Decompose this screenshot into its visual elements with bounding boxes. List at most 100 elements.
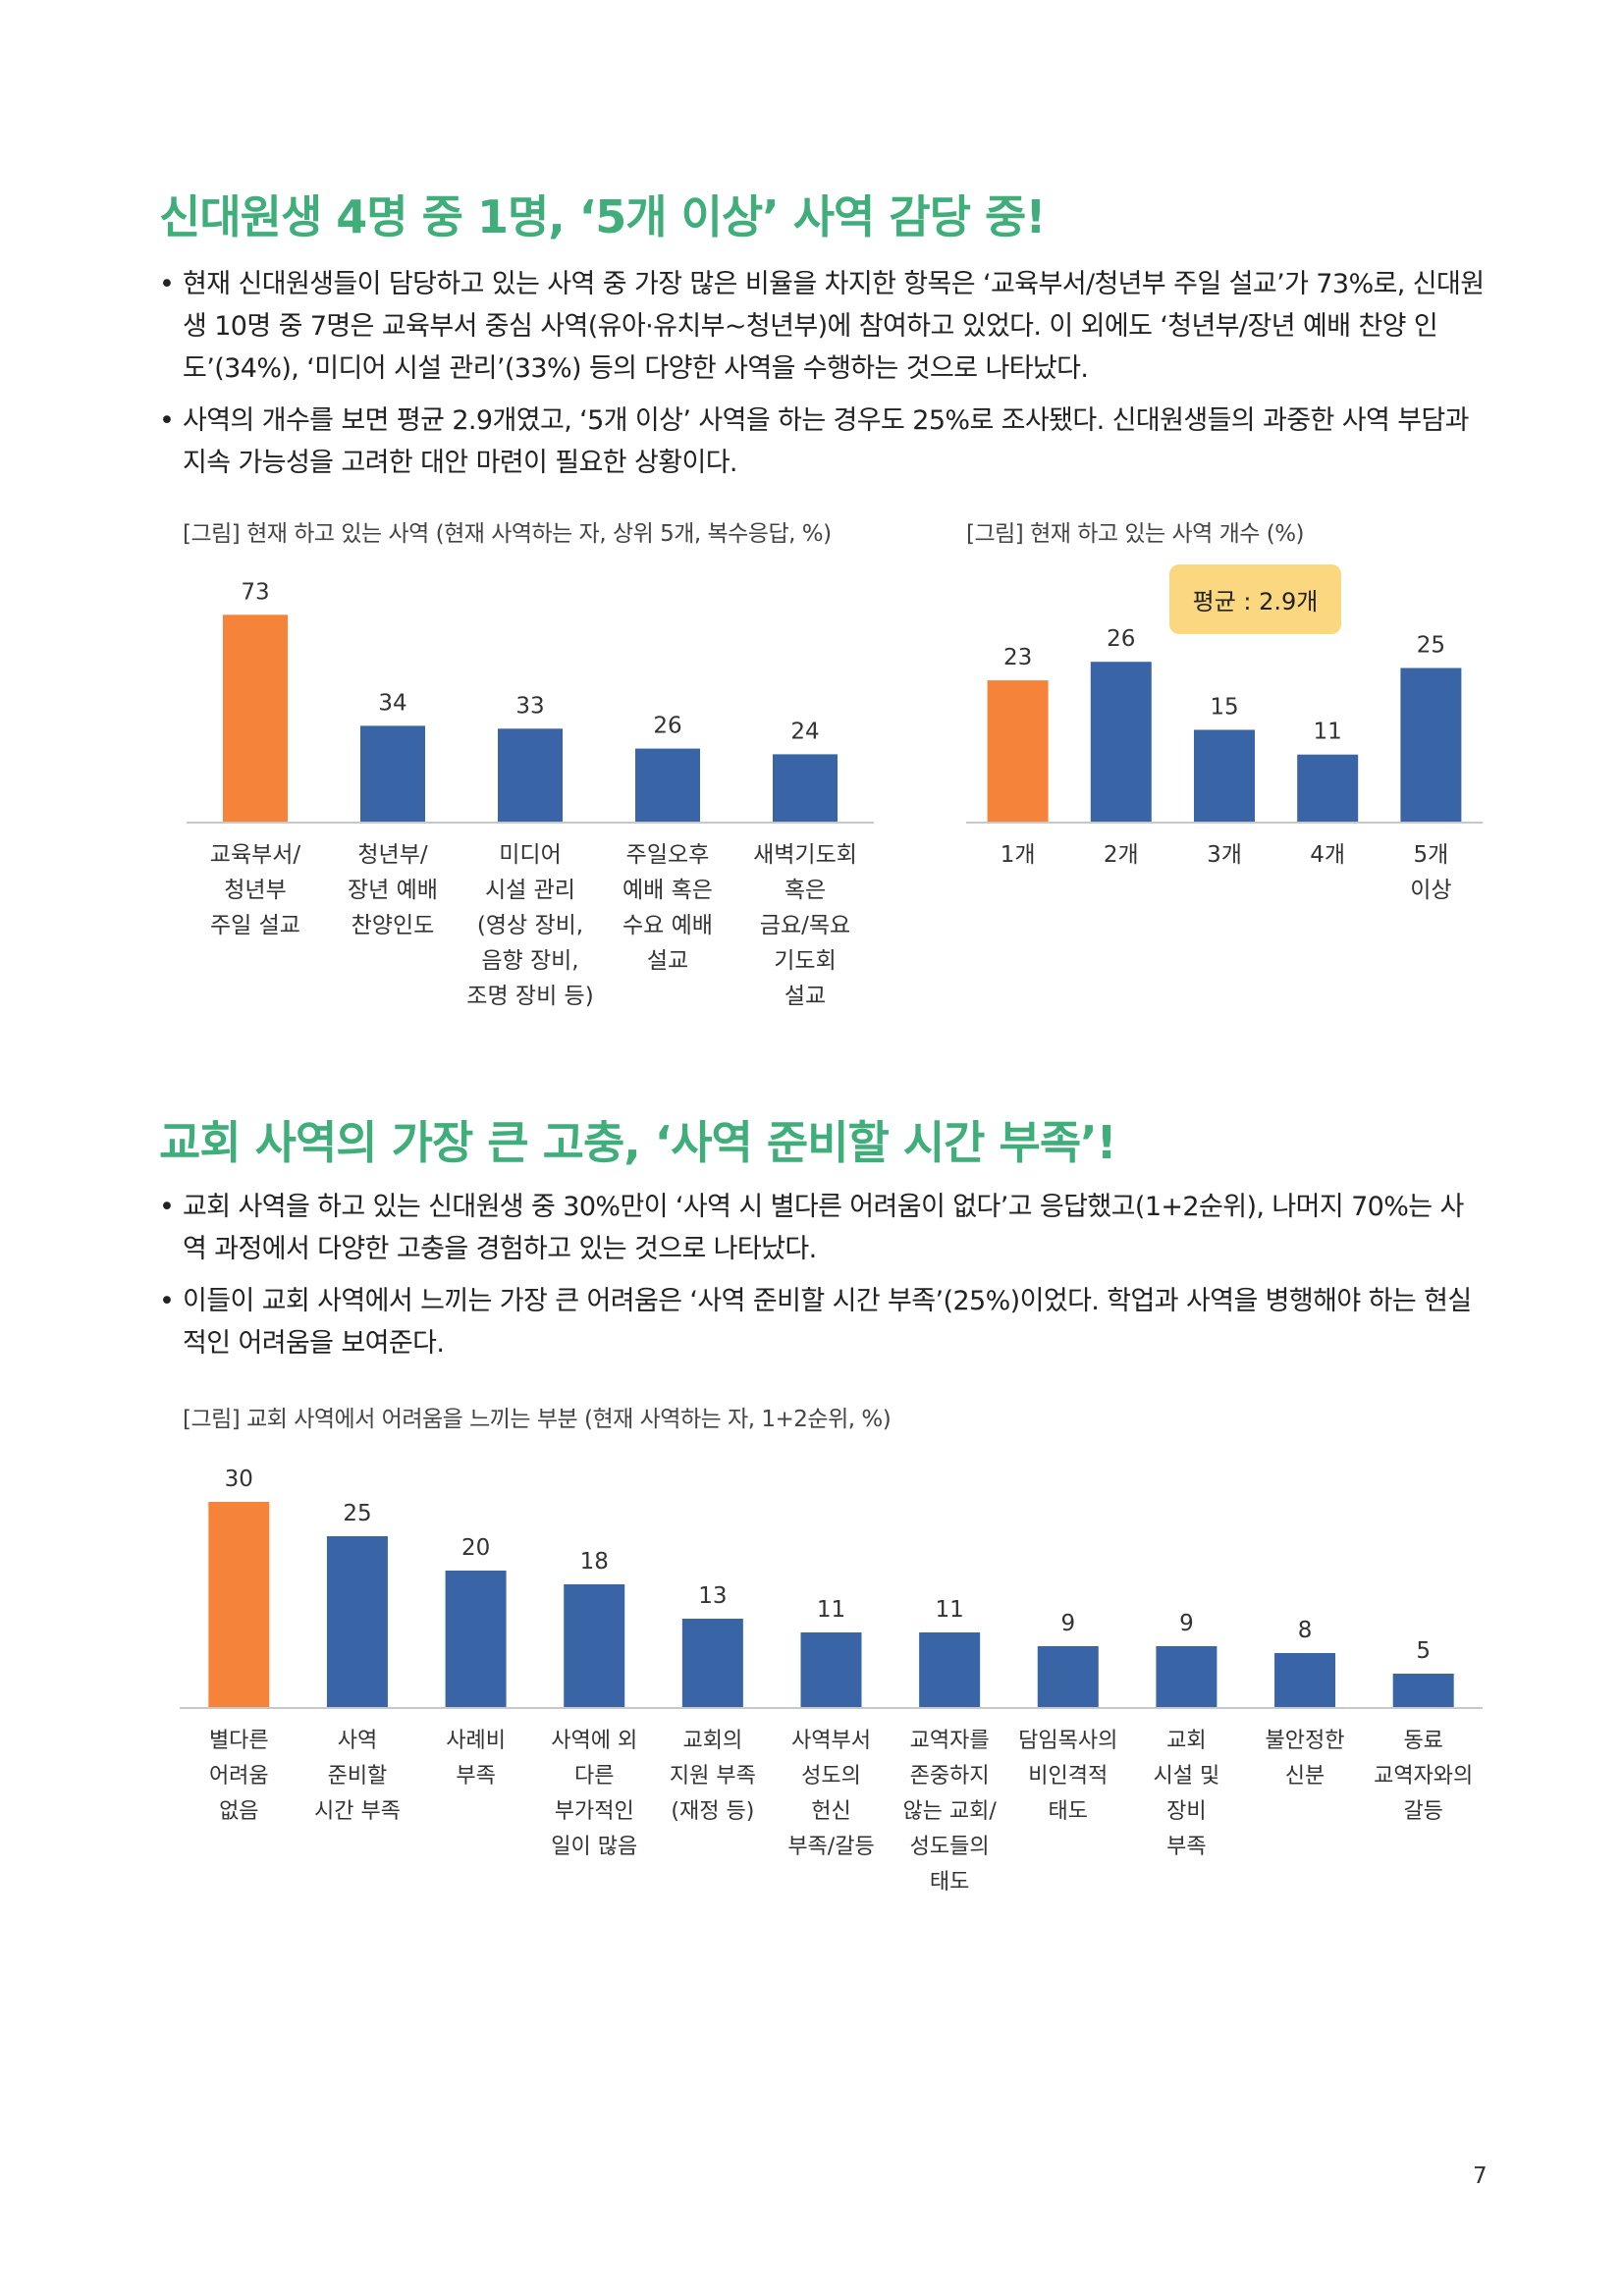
bar	[445, 1571, 507, 1708]
bar	[635, 748, 700, 823]
section2-bullets: 교회 사역을 하고 있는 신대원생 중 30%만이 ‘사역 시 별다른 어려움이…	[159, 1186, 1485, 1374]
category-label: 담임목사의	[1018, 1729, 1117, 1753]
category-label: 불안정한	[1266, 1729, 1345, 1753]
category-label: 찬양인도	[352, 913, 435, 938]
category-label: 설교	[647, 948, 688, 974]
bar	[1194, 729, 1255, 823]
category-label: 음향 장비,	[481, 948, 578, 974]
category-label: 존중하지	[910, 1764, 990, 1789]
section1-bullet-2: 사역의 개수를 보면 평균 2.9개였고, ‘5개 이상’ 사역을 하는 경우도…	[159, 400, 1485, 484]
bar-value-label: 8	[1298, 1618, 1313, 1643]
category-label: 어려움	[209, 1764, 269, 1789]
category-label: 설교	[784, 984, 826, 1009]
bar-value-label: 15	[1210, 695, 1238, 721]
category-label: 않는 교회/	[902, 1799, 997, 1824]
category-label: 2개	[1104, 842, 1139, 868]
bar	[326, 1536, 388, 1708]
category-label: 조명 장비 등)	[466, 984, 593, 1009]
section1-title: 신대원생 4명 중 1명, ‘5개 이상’ 사역 감당 중!	[159, 190, 1046, 243]
category-label: 성도의	[801, 1764, 861, 1789]
category-label: 지원 부족	[670, 1764, 756, 1789]
bar	[498, 728, 563, 823]
category-label: 시설 및	[1154, 1764, 1220, 1789]
section1-bullets: 현재 신대원생들이 담당하고 있는 사역 중 가장 많은 비율을 차지한 항목은…	[159, 263, 1485, 494]
bar-value-label: 24	[790, 719, 819, 744]
section1-bullet-1: 현재 신대원생들이 담당하고 있는 사역 중 가장 많은 비율을 차지한 항목은…	[159, 263, 1485, 390]
bar	[681, 1619, 743, 1708]
bar	[564, 1584, 625, 1708]
bar-value-label: 13	[698, 1583, 727, 1609]
bar-value-label: 25	[343, 1501, 371, 1526]
category-label: 혹은	[784, 878, 826, 903]
category-label: 부족/갈등	[787, 1835, 874, 1859]
category-label: 별다른	[209, 1729, 269, 1753]
category-label: 일이 많음	[551, 1835, 637, 1859]
bar	[987, 680, 1049, 823]
bar	[919, 1632, 981, 1708]
section2-bullet-1: 교회 사역을 하고 있는 신대원생 중 30%만이 ‘사역 시 별다른 어려움이…	[159, 1186, 1485, 1270]
bar-value-label: 33	[515, 693, 544, 719]
bar	[1037, 1646, 1099, 1708]
category-label: 사역에 외	[551, 1729, 637, 1753]
category-label: 교육부서/	[210, 842, 301, 868]
category-label: 교회의	[682, 1729, 742, 1753]
category-label: 청년부	[224, 878, 286, 903]
section2-title: 교회 사역의 가장 큰 고충, ‘사역 준비할 시간 부족’!	[159, 1116, 1117, 1169]
category-label: 시간 부족	[314, 1799, 401, 1824]
category-label: 다른	[574, 1764, 614, 1789]
category-label: (영상 장비,	[477, 913, 583, 938]
bar-value-label: 20	[461, 1535, 490, 1561]
chart1-caption: [그림] 현재 하고 있는 사역 (현재 사역하는 자, 상위 5개, 복수응답…	[183, 521, 832, 547]
category-label: 태도	[1049, 1799, 1088, 1824]
category-label: (재정 등)	[671, 1799, 754, 1824]
category-label: 기도회	[774, 948, 836, 974]
bar	[1297, 754, 1359, 823]
category-label: 시설 관리	[485, 878, 575, 903]
category-label: 5개	[1414, 842, 1449, 868]
category-label: 주일 설교	[210, 913, 300, 938]
category-label: 태도	[930, 1870, 969, 1895]
category-label: 주일오후	[626, 842, 710, 868]
category-label: 장년 예배	[348, 878, 438, 903]
bar	[1156, 1646, 1217, 1708]
bar-value-label: 11	[1314, 720, 1342, 745]
bar-value-label: 25	[1417, 633, 1445, 659]
category-label: 헌신	[811, 1799, 850, 1824]
category-label: 사역부서	[791, 1729, 871, 1753]
bar-value-label: 26	[1107, 626, 1135, 652]
category-label: 비인격적	[1028, 1764, 1108, 1789]
category-label: 준비할	[328, 1764, 388, 1789]
bar	[773, 754, 838, 823]
bar-value-label: 30	[225, 1467, 253, 1492]
bar	[800, 1632, 862, 1708]
category-label: 새벽기도회	[753, 842, 857, 868]
bar	[1274, 1653, 1336, 1708]
category-label: 장비	[1166, 1799, 1206, 1824]
category-label: 청년부/	[357, 842, 427, 868]
category-label: 교역자와의	[1374, 1764, 1473, 1789]
category-label: 사역	[338, 1729, 377, 1753]
bar-value-label: 26	[653, 714, 681, 739]
category-label: 동료	[1403, 1729, 1442, 1753]
bar-value-label: 9	[1179, 1611, 1194, 1636]
bar	[1400, 667, 1462, 823]
bar-value-label: 18	[580, 1549, 609, 1575]
category-label: 교역자를	[910, 1729, 990, 1753]
category-label: 미디어	[499, 842, 561, 868]
bar-value-label: 11	[935, 1597, 963, 1623]
section2-bullet-2: 이들이 교회 사역에서 느끼는 가장 큰 어려움은 ‘사역 준비할 시간 부족’…	[159, 1280, 1485, 1364]
chart3-caption: [그림] 교회 사역에서 어려움을 느끼는 부분 (현재 사역하는 자, 1+2…	[183, 1407, 892, 1432]
category-label: 사례비	[446, 1729, 506, 1753]
bar	[1392, 1674, 1454, 1708]
average-badge: 평균 : 2.9개	[1169, 564, 1341, 634]
category-label: 부족	[456, 1764, 495, 1789]
page-number: 7	[1473, 2163, 1488, 2189]
category-label: 금요/목요	[760, 913, 850, 938]
bar-value-label: 9	[1060, 1611, 1075, 1636]
category-label: 수요 예배	[622, 913, 713, 938]
bar	[208, 1502, 270, 1708]
category-label: 이상	[1410, 878, 1451, 903]
